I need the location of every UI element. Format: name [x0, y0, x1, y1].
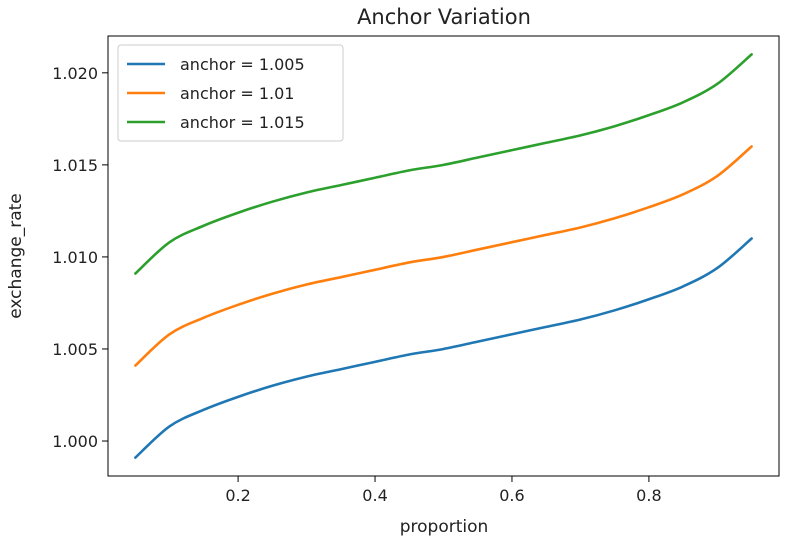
y-tick-label: 1.000 [52, 432, 98, 451]
series-layer [134, 53, 753, 459]
legend-label-3: anchor = 1.015 [180, 113, 305, 132]
legend-label-2: anchor = 1.01 [180, 84, 294, 103]
legend-label-1: anchor = 1.005 [180, 55, 305, 74]
x-tick-label: 0.6 [499, 486, 524, 505]
series-line-1 [134, 237, 753, 459]
y-tick-label: 1.010 [52, 248, 98, 267]
x-tick-label: 0.8 [636, 486, 661, 505]
y-tick-label: 1.005 [52, 340, 98, 359]
plot-area [107, 35, 780, 477]
y-axis: 1.000 1.005 1.010 1.015 1.020 [52, 64, 108, 451]
plot-frame [107, 35, 780, 477]
legend: anchor = 1.005 anchor = 1.01 anchor = 1.01… [117, 44, 344, 142]
chart-title: Anchor Variation [357, 5, 531, 29]
x-axis-label: proportion [400, 517, 489, 537]
x-tick-label: 0.2 [225, 486, 250, 505]
series-line-2 [134, 145, 753, 367]
legend-box [117, 44, 344, 142]
x-axis: 0.2 0.4 0.6 0.8 [225, 476, 662, 505]
series-line-3 [134, 53, 753, 275]
legend-items: anchor = 1.005 anchor = 1.01 anchor = 1.01… [127, 55, 305, 132]
y-tick-label: 1.015 [52, 156, 98, 175]
y-tick-label: 1.020 [52, 64, 98, 83]
y-axis-label: exchange_rate [6, 193, 26, 319]
x-tick-label: 0.4 [362, 486, 387, 505]
